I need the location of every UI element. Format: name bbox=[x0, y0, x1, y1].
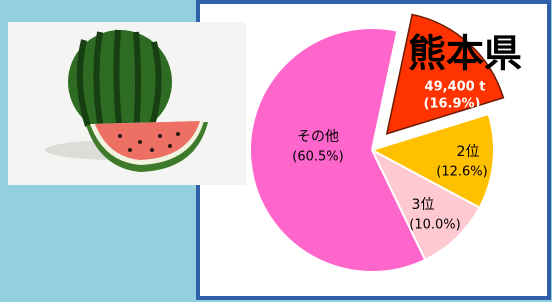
slice-label: 3位 bbox=[412, 197, 435, 213]
slice-label: その他 bbox=[297, 129, 339, 145]
slice-value-label: (12.6%) bbox=[436, 165, 487, 180]
slice-label: 2位 bbox=[457, 144, 480, 160]
slice-label: 熊本県 bbox=[408, 32, 522, 76]
annotation: 49,400 t bbox=[425, 80, 486, 95]
page: 熊本県 (16.9%) 2位 (12.6%) 3位 (10.0%) その他 (60.5%) 49… bbox=[0, 0, 552, 302]
slice-value-label: (10.0%) bbox=[409, 218, 460, 233]
watermelon-photo bbox=[8, 22, 246, 185]
screen: 熊本県 (16.9%) 2位 (12.6%) 3位 (10.0%) その他 (60.5%) 49… bbox=[0, 0, 552, 302]
slice-value-label: (16.9%) bbox=[424, 97, 481, 112]
slice-value-label: (60.5%) bbox=[292, 150, 343, 165]
